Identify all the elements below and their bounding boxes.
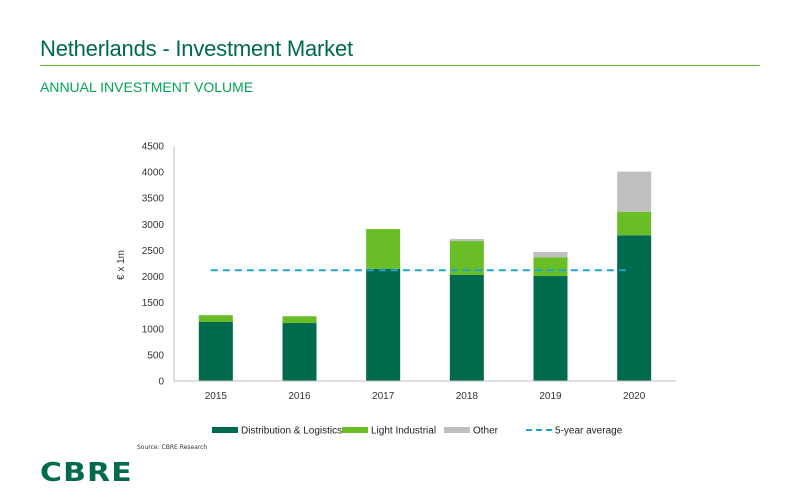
bar-light-industrial-2019 bbox=[533, 257, 568, 277]
x-tick-label: 2018 bbox=[456, 391, 479, 402]
y-axis: 0 500 1000 1500 2000 2500 3000 3500 4000 4500 bbox=[142, 142, 175, 388]
page-title: Netherlands - Investment Market bbox=[40, 36, 353, 61]
bar-light-industrial-2017 bbox=[366, 229, 401, 269]
x-tick-label: 2015 bbox=[205, 391, 228, 402]
bar-other-2020 bbox=[617, 171, 652, 212]
y-tick-label: 0 bbox=[158, 377, 164, 388]
bar-distribution-logistics-2020 bbox=[617, 235, 652, 381]
y-tick-label: 4000 bbox=[142, 168, 165, 179]
x-tick-label: 2020 bbox=[623, 391, 646, 402]
bar-light-industrial-2020 bbox=[617, 211, 652, 236]
bar-light-industrial-2015 bbox=[198, 315, 233, 322]
bar-distribution-logistics-2017 bbox=[366, 268, 401, 381]
legend-label-5-year-average: 5-year average bbox=[555, 426, 623, 437]
y-axis-label: € x 1m bbox=[116, 250, 127, 280]
y-tick-label: 3500 bbox=[142, 194, 165, 205]
legend-label-other: Other bbox=[473, 426, 499, 437]
legend-label-distribution-logistics: Distribution & Logistics bbox=[241, 426, 342, 437]
x-axis: 2015 2016 2017 2018 2019 2020 bbox=[174, 380, 676, 402]
y-tick-label: 2000 bbox=[142, 272, 165, 283]
bars bbox=[198, 171, 652, 381]
x-tick-label: 2016 bbox=[288, 391, 311, 402]
x-tick-label: 2017 bbox=[372, 391, 395, 402]
bar-other-2019 bbox=[533, 252, 568, 258]
x-tick-label: 2019 bbox=[539, 391, 562, 402]
y-tick-label: 4500 bbox=[142, 142, 165, 153]
bar-light-industrial-2016 bbox=[282, 316, 317, 324]
y-tick-label: 1500 bbox=[142, 298, 165, 309]
source-note: Source: CBRE Research bbox=[137, 444, 208, 451]
legend-swatch-light-industrial bbox=[342, 427, 368, 433]
title-divider bbox=[40, 65, 760, 66]
bar-distribution-logistics-2018 bbox=[449, 274, 484, 381]
legend-label-light-industrial: Light Industrial bbox=[371, 426, 436, 437]
y-tick-label: 1000 bbox=[142, 324, 165, 335]
cbre-logo: CBRE bbox=[40, 458, 133, 488]
y-tick-label: 3000 bbox=[142, 220, 165, 231]
bar-other-2018 bbox=[449, 238, 484, 242]
legend-swatch-other bbox=[444, 427, 470, 433]
legend-swatch-distribution-logistics bbox=[212, 427, 238, 433]
legend: Distribution & Logistics Light Industrial… bbox=[212, 426, 623, 437]
page-subtitle: ANNUAL INVESTMENT VOLUME bbox=[40, 79, 254, 95]
bar-distribution-logistics-2019 bbox=[533, 276, 568, 381]
y-tick-label: 500 bbox=[147, 350, 164, 361]
y-tick-label: 2500 bbox=[142, 246, 165, 257]
bar-distribution-logistics-2015 bbox=[198, 321, 233, 381]
bar-distribution-logistics-2016 bbox=[282, 323, 317, 381]
